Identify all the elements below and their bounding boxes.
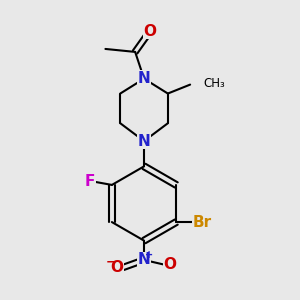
Text: N: N xyxy=(138,71,150,86)
Text: N: N xyxy=(138,253,150,268)
Text: −: − xyxy=(106,256,116,268)
Text: Br: Br xyxy=(193,214,212,230)
Text: +: + xyxy=(145,250,154,260)
Text: CH₃: CH₃ xyxy=(203,76,225,90)
Text: O: O xyxy=(143,24,157,39)
Text: N: N xyxy=(138,134,150,148)
Text: F: F xyxy=(85,175,95,190)
Text: O: O xyxy=(110,260,123,275)
Text: O: O xyxy=(164,257,176,272)
